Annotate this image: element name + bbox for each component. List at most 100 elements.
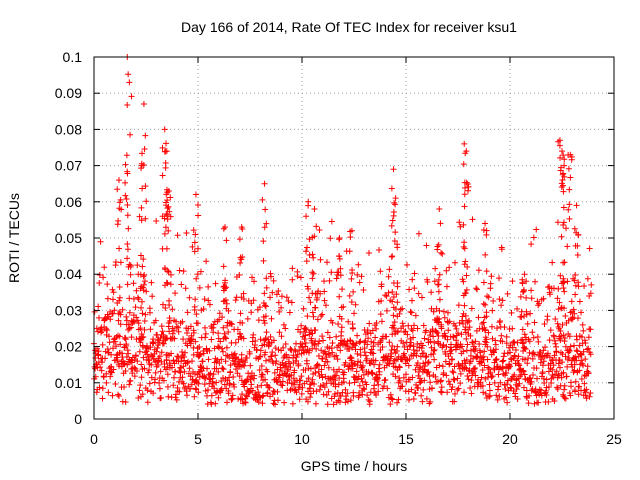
data-point [304, 244, 311, 251]
data-point [262, 349, 269, 356]
data-point [247, 376, 254, 383]
data-point [588, 281, 595, 288]
data-point [218, 387, 225, 394]
data-point [437, 220, 444, 227]
data-point [560, 275, 567, 282]
data-point [164, 280, 171, 287]
data-point [528, 241, 535, 248]
data-point [581, 337, 588, 344]
data-point [539, 362, 546, 369]
data-point [321, 288, 328, 295]
data-point [327, 235, 334, 242]
x-tick-label: 15 [398, 431, 414, 447]
data-point [562, 312, 569, 319]
data-point [334, 269, 341, 276]
data-point [448, 341, 455, 348]
data-point [356, 382, 363, 389]
data-point [455, 385, 462, 392]
data-point [514, 357, 521, 364]
data-point [116, 245, 123, 252]
data-point [474, 286, 481, 293]
data-point [464, 263, 471, 270]
data-point [540, 295, 547, 302]
data-point [434, 315, 441, 322]
data-point [382, 376, 389, 383]
data-point [150, 390, 157, 397]
data-point [485, 329, 492, 336]
data-point [531, 319, 538, 326]
data-point [575, 391, 582, 398]
data-point [166, 208, 173, 215]
data-point [162, 304, 169, 311]
data-point [568, 298, 575, 305]
data-point [394, 343, 401, 350]
data-point [427, 398, 434, 405]
data-point [480, 279, 487, 286]
data-point [164, 268, 171, 275]
data-point [464, 181, 471, 188]
data-point [287, 345, 294, 352]
data-point [133, 314, 140, 321]
data-point [314, 316, 321, 323]
data-point [289, 276, 296, 283]
data-point [274, 366, 281, 373]
data-point [323, 354, 330, 361]
data-point [358, 375, 365, 382]
data-point [333, 333, 340, 340]
data-point [382, 292, 389, 299]
data-point [125, 263, 132, 270]
data-point [179, 374, 186, 381]
data-point [163, 140, 170, 147]
data-point [454, 386, 461, 393]
data-point [232, 366, 239, 373]
data-point [411, 322, 418, 329]
data-point [240, 290, 247, 297]
data-point [273, 358, 280, 365]
data-point [242, 359, 249, 366]
data-point [202, 330, 209, 337]
data-point [299, 384, 306, 391]
data-point [122, 161, 129, 168]
x-axis-tick-labels: 0 5 10 15 20 25 [90, 431, 622, 447]
data-point [168, 350, 175, 357]
data-point [324, 259, 331, 266]
data-point [251, 278, 258, 285]
data-point [430, 350, 437, 357]
data-point [219, 314, 226, 321]
data-point [238, 294, 245, 301]
data-point [479, 320, 486, 327]
data-point [257, 353, 264, 360]
data-point [317, 256, 324, 263]
data-point [566, 201, 573, 208]
data-point [352, 301, 359, 308]
data-point [436, 307, 443, 314]
data-point [532, 278, 539, 285]
data-point [450, 369, 457, 376]
data-point [369, 370, 376, 377]
data-point [216, 360, 223, 367]
data-point [128, 93, 135, 100]
data-point [389, 288, 396, 295]
data-point [128, 359, 135, 366]
data-point [525, 400, 532, 407]
data-point [550, 362, 557, 369]
data-point [406, 355, 413, 362]
data-point [122, 367, 129, 374]
data-point [496, 296, 503, 303]
data-point [133, 287, 140, 294]
data-point [533, 392, 540, 399]
data-point [554, 295, 561, 302]
data-point [323, 391, 330, 398]
data-point [142, 132, 149, 139]
data-point [560, 182, 566, 189]
data-point [144, 399, 151, 406]
data-point [236, 373, 243, 380]
data-point [268, 353, 275, 360]
data-point [583, 395, 590, 402]
data-point [552, 340, 559, 347]
data-point [443, 372, 450, 379]
data-point [392, 305, 399, 312]
data-point [434, 243, 441, 250]
data-point [433, 328, 440, 335]
data-point [331, 391, 338, 398]
